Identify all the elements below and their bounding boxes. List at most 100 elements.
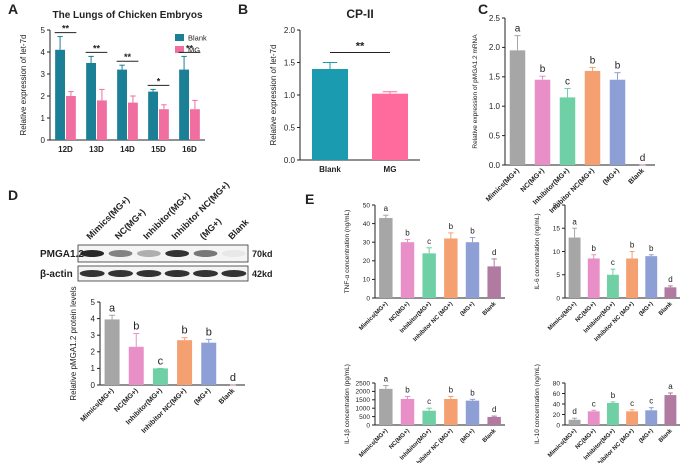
y-tick-label: 40 — [363, 221, 371, 228]
blot-band — [79, 270, 105, 277]
x-tick-label: 14D — [120, 145, 135, 154]
y-tick-label: 0.0 — [284, 156, 296, 165]
y-tick-label: 2.0 — [489, 43, 501, 52]
y-tick-label: 20 — [553, 412, 561, 419]
y-tick-label: 500 — [359, 414, 370, 421]
significance-letter: c — [649, 397, 653, 406]
bar — [568, 237, 581, 298]
x-tick-label: Inhibitor NC (MG+) — [594, 301, 636, 343]
significance-letter: b — [206, 326, 212, 338]
bar — [626, 411, 639, 425]
x-tick-label: NC(MG+) — [388, 428, 411, 451]
bar — [55, 49, 65, 140]
blot-band — [136, 250, 161, 257]
significance-letter: c — [158, 355, 164, 367]
x-tick-label: Mimics(MG+) — [547, 428, 578, 459]
y-tick-label: 5 — [41, 26, 46, 35]
bar — [190, 109, 200, 140]
significance-letter: c — [630, 399, 634, 408]
chart-title: CP-II — [346, 7, 373, 21]
x-tick-label: (MG+) — [638, 428, 654, 444]
y-tick-label: 40 — [553, 401, 561, 408]
y-tick-label: 60 — [553, 391, 561, 398]
blot-band — [221, 250, 246, 257]
y-tick-label: 0.5 — [489, 131, 501, 140]
bar — [128, 102, 138, 140]
panel-label: C — [478, 1, 488, 17]
significance-letter: a — [515, 24, 521, 35]
bar — [465, 400, 480, 425]
x-tick-label: (MG+) — [460, 428, 476, 444]
y-tick-label: 3 — [41, 70, 46, 79]
y-tick-label: 20 — [553, 202, 561, 209]
x-tick-label: Mimics(MG+) — [485, 167, 521, 203]
blot-column-label: Blank — [226, 216, 251, 241]
blot-size-label: 70kd — [252, 249, 273, 259]
blot-band — [193, 250, 218, 257]
bar — [534, 79, 551, 165]
bar — [587, 258, 600, 298]
y-tick-label: 30 — [363, 239, 371, 246]
x-tick-label: (MG+) — [460, 301, 476, 317]
bar — [128, 346, 144, 385]
significance-letter: c — [592, 399, 596, 408]
x-tick-label: MG — [384, 165, 397, 174]
x-tick-label: 13D — [89, 145, 104, 154]
x-tick-label: 12D — [58, 145, 73, 154]
significance-letter: b — [540, 64, 546, 75]
y-tick-label: 2500 — [356, 380, 371, 387]
y-tick-label: 1.0 — [489, 102, 501, 111]
y-tick-label: 2 — [91, 348, 96, 357]
panel-label: E — [305, 191, 314, 207]
significance-letter: c — [565, 77, 570, 88]
x-tick-label: NC(MG+) — [388, 301, 411, 324]
bar — [400, 242, 415, 298]
x-tick-label: Blank — [218, 387, 237, 406]
y-tick-label: 15 — [553, 226, 561, 233]
significance-label: * — [157, 76, 161, 86]
western-blot — [77, 244, 249, 282]
bar — [606, 402, 619, 425]
legend-swatch — [175, 46, 184, 53]
y-axis-label: IL-10 concentration (ng/mL) — [534, 364, 541, 444]
blot-row-label: PMGA1.2 — [40, 249, 84, 260]
bar — [609, 79, 626, 165]
significance-letter: d — [230, 372, 236, 384]
significance-letter: a — [668, 382, 673, 391]
x-tick-label: Blank — [482, 428, 498, 444]
bar — [664, 287, 677, 298]
y-axis-label: Relative expression of let-7d — [269, 45, 278, 146]
x-tick-label: Mimics(MG+) — [80, 387, 116, 423]
x-tick-label: Blank — [658, 301, 674, 317]
y-tick-label: 1000 — [356, 405, 371, 412]
blot-band — [108, 250, 133, 257]
x-tick-label: 15D — [151, 145, 166, 154]
bar — [400, 398, 415, 425]
x-tick-label: (MG+) — [638, 301, 654, 317]
bar — [152, 368, 168, 385]
y-tick-label: 5 — [91, 298, 96, 307]
y-tick-label: 3 — [91, 331, 96, 340]
significance-letter: d — [572, 407, 576, 416]
y-tick-label: 1 — [91, 364, 96, 373]
significance-letter: b — [615, 61, 621, 72]
y-tick-label: 1.5 — [284, 58, 296, 67]
bar — [379, 388, 393, 425]
bar — [159, 109, 169, 140]
bar — [177, 340, 193, 385]
y-tick-label: 1.0 — [284, 91, 296, 100]
y-tick-label: 4 — [91, 314, 96, 323]
significance-letter: a — [572, 217, 577, 226]
y-tick-label: 1500 — [356, 397, 371, 404]
y-tick-label: 1.5 — [489, 73, 501, 82]
bar — [117, 69, 127, 140]
y-tick-label: 50 — [363, 202, 371, 209]
x-tick-label: Mimics(MG+) — [358, 428, 389, 459]
legend-label: MG — [188, 46, 200, 55]
x-tick-label: (MG+) — [193, 387, 212, 406]
bar — [587, 411, 600, 425]
bar — [487, 266, 501, 298]
bar — [148, 91, 158, 140]
x-tick-label: Inhibitor NC(MG+) — [141, 387, 188, 434]
bar — [645, 410, 658, 425]
